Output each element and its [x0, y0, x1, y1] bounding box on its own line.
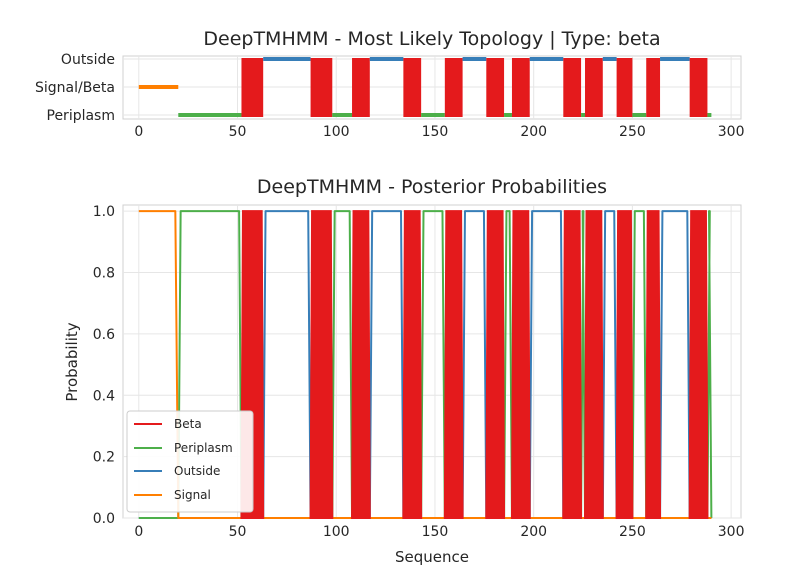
topology-x-tick-label: 0 — [134, 124, 143, 140]
posterior-x-tick-label: 300 — [718, 524, 745, 540]
posterior-series-beta-segment — [402, 210, 423, 519]
posterior-y-tick-label: 0.4 — [93, 388, 115, 404]
posterior-series-beta-segment — [309, 210, 334, 519]
y-axis-label: Probability — [63, 322, 81, 401]
posterior-y-ticks: 0.0 0.2 0.4 0.6 0.8 1.0 — [93, 204, 115, 527]
topology-beta-segment — [689, 58, 708, 117]
posterior-y-tick-label: 1.0 — [93, 204, 115, 220]
legend: Beta Periplasm Outside Signal — [126, 410, 254, 513]
posterior-y-tick-label: 0.8 — [93, 266, 115, 282]
posterior-x-tick-label: 150 — [422, 524, 449, 540]
legend-box — [126, 410, 254, 513]
posterior-y-tick-label: 0.6 — [93, 327, 115, 343]
legend-label-periplasm: Periplasm — [174, 441, 233, 455]
posterior-series-beta-segment — [562, 210, 583, 519]
posterior-series-beta-segment — [615, 210, 634, 519]
posterior-title: DeepTMHMM - Posterior Probabilities — [257, 176, 607, 198]
topology-beta-segment — [646, 58, 661, 117]
posterior-panel: 0.0 0.2 0.4 0.6 0.8 1.0 0 50 100 150 200 250 300 De… — [63, 176, 744, 566]
topology-x-tick-label: 100 — [323, 124, 350, 140]
posterior-y-tick-label: 0.0 — [93, 511, 115, 527]
posterior-x-tick-label: 250 — [619, 524, 646, 540]
posterior-series-beta-segment — [688, 210, 709, 519]
topology-x-tick-label: 150 — [422, 124, 449, 140]
posterior-x-tick-label: 50 — [229, 524, 247, 540]
topology-x-tick-label: 200 — [520, 124, 547, 140]
topology-beta-segment — [403, 58, 422, 117]
posterior-x-tick-label: 100 — [323, 524, 350, 540]
topology-beta-segment — [511, 58, 530, 117]
topology-y-tick-label: Periplasm — [47, 108, 116, 124]
topology-beta-segment — [585, 58, 603, 117]
posterior-series-beta-segment — [584, 210, 604, 519]
posterior-series-beta-segment — [443, 210, 464, 519]
legend-label-signal: Signal — [174, 488, 211, 502]
posterior-x-tick-label: 0 — [134, 524, 143, 540]
topology-beta-segment — [616, 58, 633, 117]
topology-y-ticks: Outside Signal/Beta Periplasm — [35, 52, 115, 124]
topology-title: DeepTMHMM - Most Likely Topology | Type:… — [203, 28, 660, 50]
posterior-series-beta-segment — [351, 210, 371, 519]
topology-y-tick-label: Signal/Beta — [35, 80, 115, 96]
topology-panel: Outside Signal/Beta Periplasm 0 50 100 150 200… — [35, 28, 745, 140]
posterior-x-ticks: 0 50 100 150 200 250 300 — [134, 524, 744, 540]
topology-x-tick-label: 250 — [619, 124, 646, 140]
topology-beta-segment — [563, 58, 582, 117]
topology-beta-segment — [352, 58, 370, 117]
legend-label-beta: Beta — [174, 417, 202, 431]
topology-y-tick-label: Outside — [61, 52, 115, 68]
topology-marks — [138, 57, 712, 117]
posterior-series-beta-segment — [510, 210, 531, 519]
topology-beta-segment — [444, 58, 463, 117]
posterior-series-beta-segment — [645, 210, 662, 519]
topology-beta-segment — [241, 58, 264, 117]
x-axis-label: Sequence — [395, 548, 469, 566]
topology-x-ticks: 0 50 100 150 200 250 300 — [134, 124, 744, 140]
topology-x-tick-label: 50 — [229, 124, 247, 140]
topology-beta-segment — [486, 58, 505, 117]
posterior-y-tick-label: 0.2 — [93, 450, 115, 466]
topology-x-tick-label: 300 — [718, 124, 745, 140]
posterior-series-beta-segment — [485, 210, 506, 519]
posterior-x-tick-label: 200 — [520, 524, 547, 540]
posterior-marks — [138, 210, 713, 519]
topology-beta-segment — [310, 58, 333, 117]
legend-label-outside: Outside — [174, 464, 220, 478]
